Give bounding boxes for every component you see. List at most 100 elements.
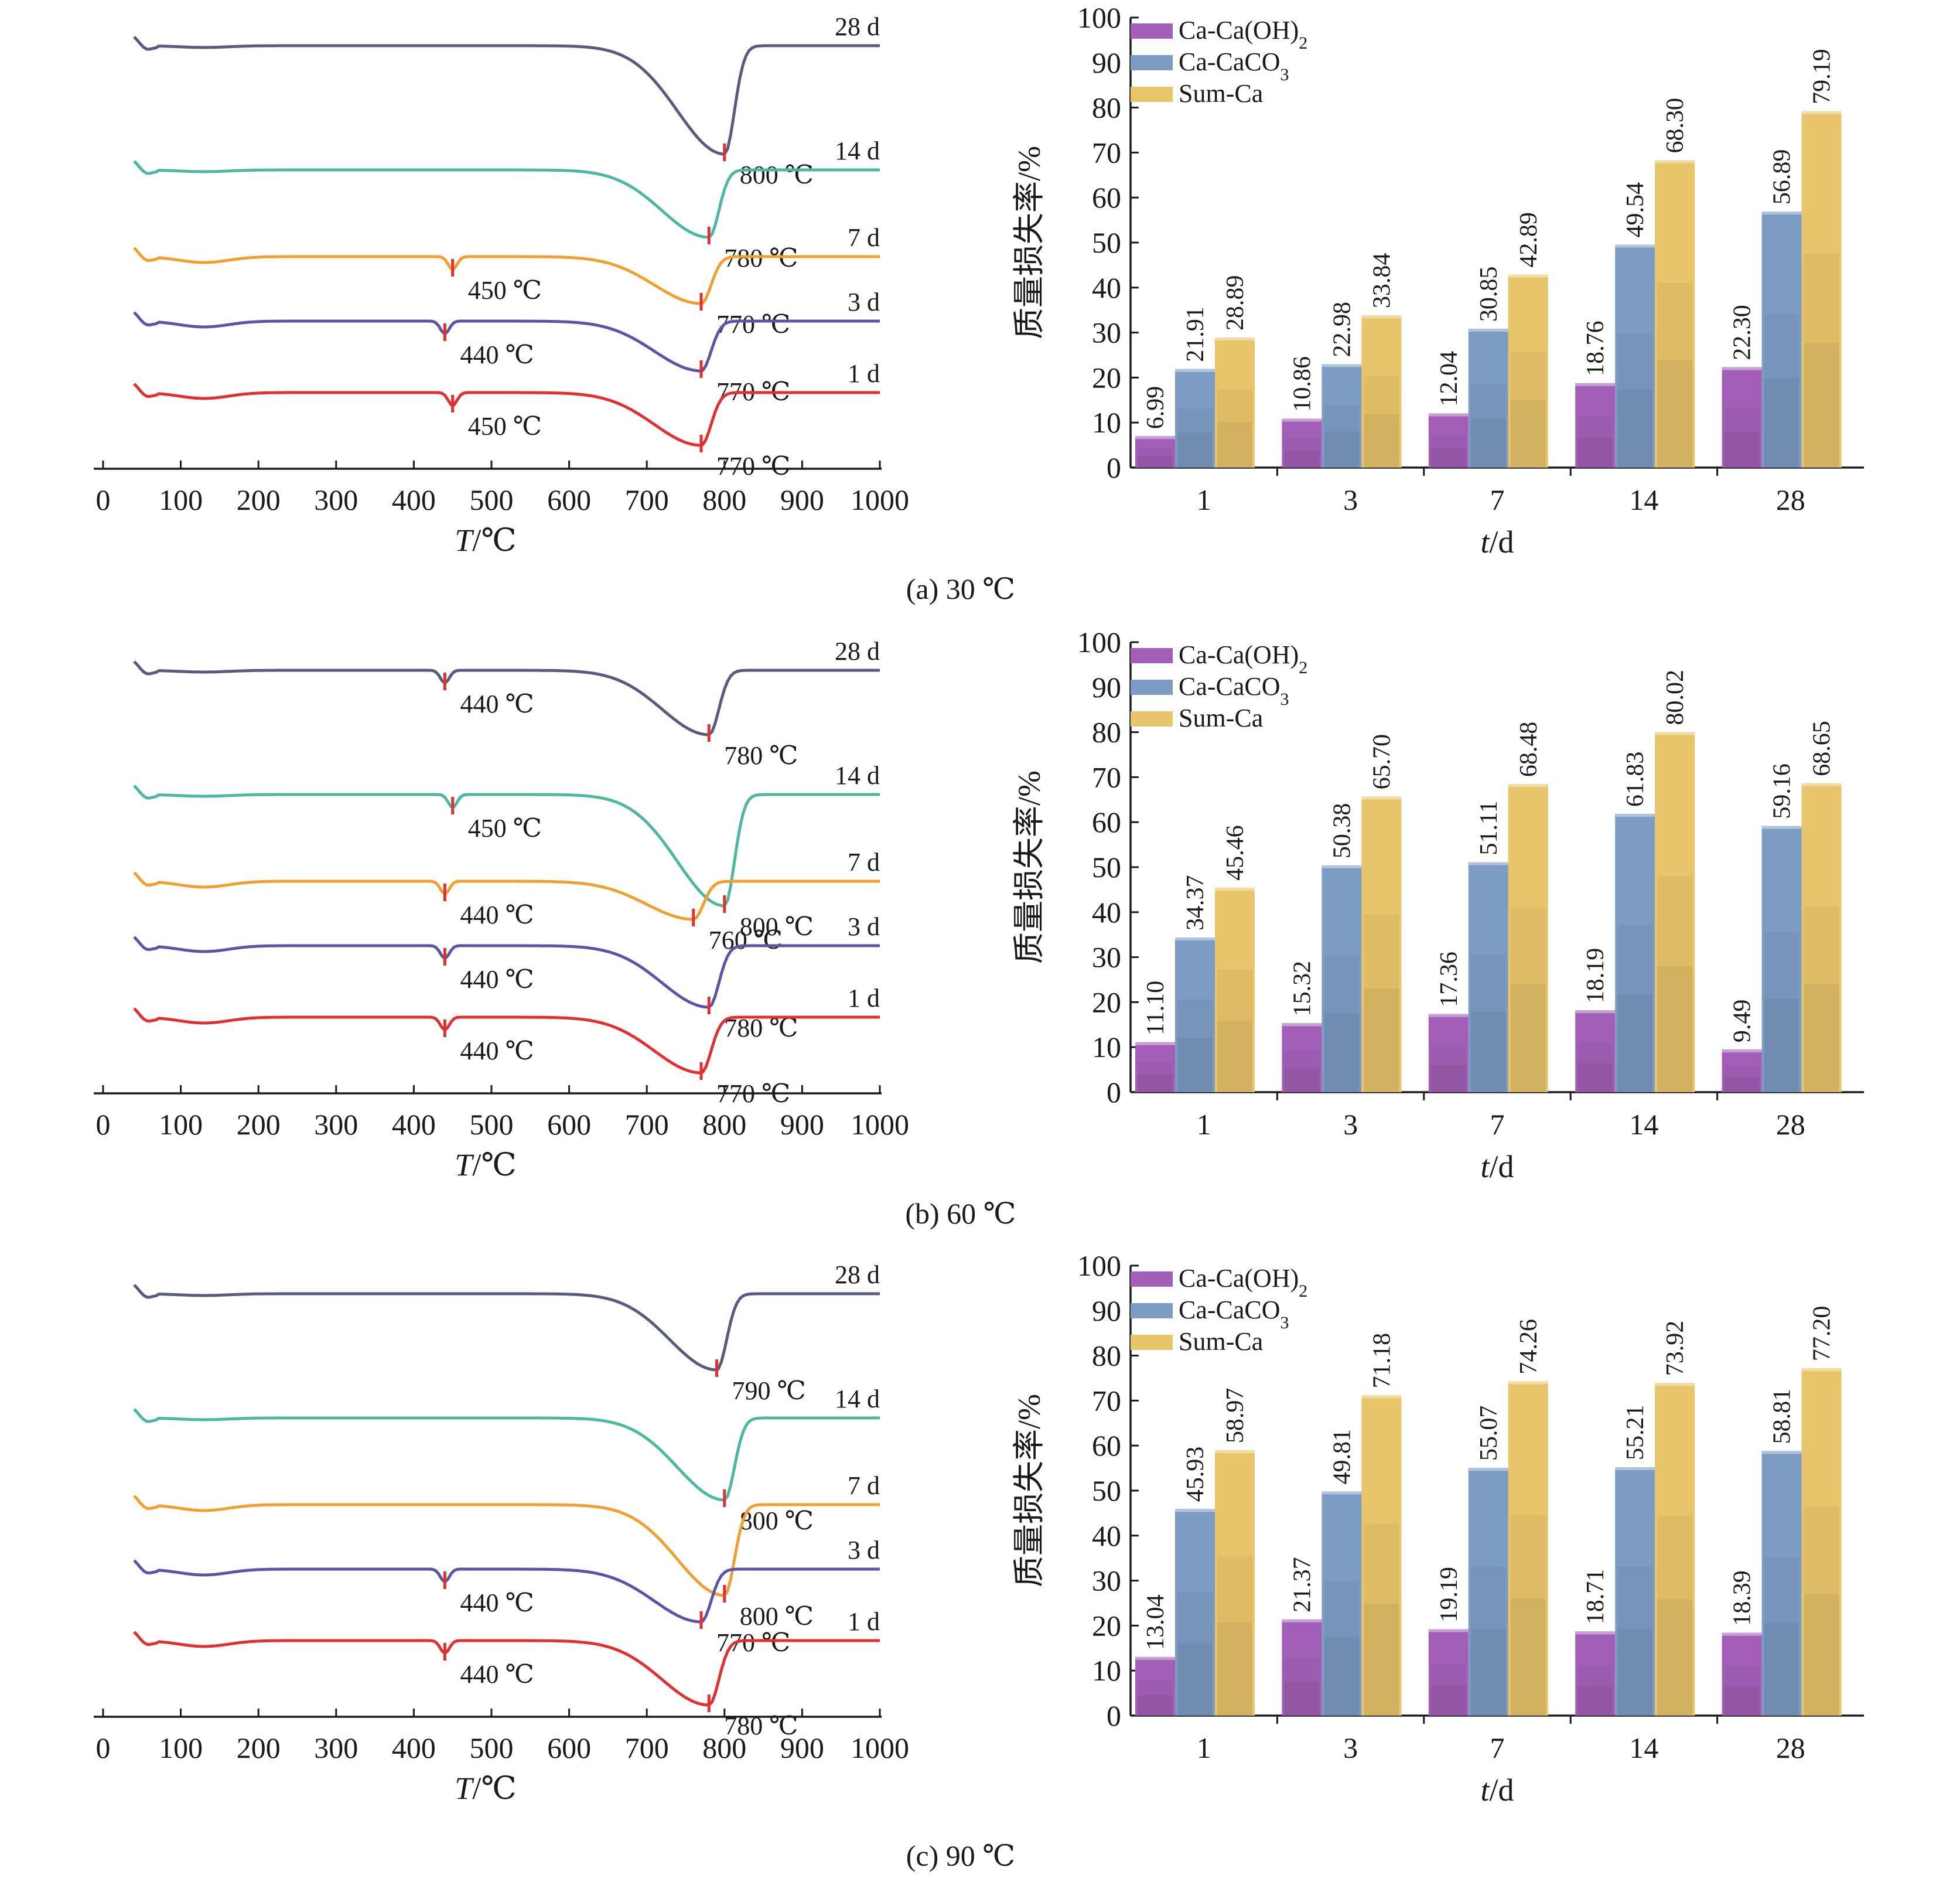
bar-cap [1615,1467,1655,1470]
bar-cap [1575,1631,1616,1635]
y-tick-label: 90 [1092,46,1121,79]
bar-cap [1468,862,1508,865]
bar-cap [1428,1629,1469,1632]
x-tick-label: 1000 [851,1731,909,1764]
bar-cap [1361,1395,1402,1399]
peak-label: 800 ℃ [740,912,814,941]
legend-swatch [1131,680,1173,695]
bar-cap [1575,1010,1616,1014]
bar-cap [1215,887,1255,891]
y-tick-label: 70 [1092,1384,1121,1417]
bar-shade [1430,1685,1466,1716]
bar-value-label: 15.32 [1289,961,1316,1017]
bar-value-label: 9.49 [1729,1000,1756,1043]
bar-shade [1364,1603,1399,1716]
curve-7d [133,1495,880,1597]
curve-name-label: 7 d [848,848,880,877]
bar-cap [1761,1451,1802,1454]
x-tick-label: 100 [159,1731,203,1764]
captions-layer: (a) 30 ℃ (b) 60 ℃ (c) 90 ℃ [905,572,1016,1872]
x-tick-label: 28 [1776,1731,1805,1764]
bar-shade [1364,988,1399,1092]
bar-shade [1657,1599,1693,1716]
x-tick-label: 3 [1343,1731,1358,1764]
y-tick-label: 0 [1107,451,1121,484]
x-tick-label: 3 [1343,1108,1358,1141]
y-tick-label: 50 [1092,226,1121,259]
dtg-chart-3: 0 100 200 300 400 500 600 700 800 900 1000 T/℃ 28 d 7… [94,1260,909,1806]
peak-label: 770 ℃ [716,1079,790,1108]
bar-cap [1801,1368,1842,1372]
bar-cap [1575,383,1616,386]
bar-value-label: 10.86 [1289,356,1316,412]
bar-cap [1361,796,1402,800]
bar-cap [1615,244,1655,248]
curve-name-label: 3 d [848,288,880,316]
x-tick-label: 300 [314,1731,358,1764]
bar-shade [1284,450,1320,468]
x-tick-label: 14 [1629,1108,1658,1141]
bar-charts-layer: 0102030405060708090100质量损失率/%16.9921.912… [1012,1,1864,1808]
bar-value-label: 33.84 [1368,253,1395,309]
x-tick-label: 600 [547,1731,591,1764]
bar-value-label: 58.81 [1769,1389,1796,1444]
x-tick-label: 7 [1490,1108,1505,1141]
bar-value-label: 77.20 [1809,1306,1836,1362]
x-tick-label: 700 [625,1108,669,1141]
bar-value-label: 55.21 [1622,1404,1649,1460]
bar-shade [1510,400,1546,468]
y-tick-label: 60 [1092,1429,1121,1462]
bar-value-label: 71.18 [1368,1333,1395,1389]
curve-name-label: 3 d [848,1536,880,1564]
panel-caption-c: (c) 90 ℃ [906,1839,1015,1872]
peak-label: 440 ℃ [460,965,534,994]
peak-label: 440 ℃ [460,901,534,929]
curve-name-label: 14 d [835,1385,880,1413]
x-tick-label: 800 [702,1731,746,1764]
bar-cap [1761,212,1802,215]
peak-label: 770 ℃ [716,310,790,339]
curve-28d [133,660,880,737]
bar-shade [1724,1077,1760,1092]
curve-1d [133,1631,880,1707]
y-tick-label: 100 [1077,626,1121,659]
panel-caption-a: (a) 30 ℃ [906,572,1015,605]
curve-name-label: 7 d [848,1471,880,1500]
bar-chart-3: 0 10 20 30 40 50 60 70 80 90 100 质量损失率/% 1 13.04 45.93… [1012,1249,1864,1808]
peak-label: 450 ℃ [468,412,542,441]
x-tick-label: 400 [392,1731,436,1764]
x-tick-label: 0 [96,1731,111,1764]
legend-label: Sum-Ca [1179,79,1263,108]
bar-value-label: 11.10 [1142,981,1169,1035]
y-tick-label: 60 [1092,181,1121,214]
curve-28d [133,1284,880,1372]
bar-value-label: 61.83 [1622,752,1649,807]
x-tick-label: 1000 [851,1108,909,1141]
bar-chart-2: 0 10 20 30 40 50 60 70 80 90 100 质量损失率/% 1 11.10 34.37… [1012,626,1864,1184]
y-tick-label: 40 [1092,1519,1121,1552]
bar-shade [1724,1686,1760,1716]
x-axis-label: t/d [1480,1149,1514,1184]
peak-label: 440 ℃ [460,690,534,718]
x-tick-label: 100 [159,483,203,516]
y-tick-label: 90 [1092,1294,1121,1327]
bar-cap [1655,1383,1695,1386]
bar-shade [1430,1065,1466,1092]
bar-shade [1510,1598,1546,1716]
y-tick-label: 0 [1107,1076,1121,1109]
legend-swatch [1131,711,1173,727]
peak-label: 780 ℃ [724,741,798,770]
x-tick-label: 1000 [851,483,909,516]
bar-cap [1135,1042,1175,1045]
x-tick-label: 3 [1343,483,1358,516]
legend-swatch [1131,55,1173,70]
bar-value-label: 28.89 [1222,275,1249,331]
bar-value-label: 68.30 [1662,98,1689,154]
y-tick-label: 20 [1092,361,1121,394]
bar-chart-1: 0 10 20 30 40 50 60 70 80 90 100 质量损失率/% 1 6.99 21.91 2… [1012,1,1864,560]
bar-value-label: 18.39 [1729,1570,1756,1626]
x-tick-label: 700 [625,1731,669,1764]
y-axis-label: 质量损失率/% [1012,770,1047,964]
